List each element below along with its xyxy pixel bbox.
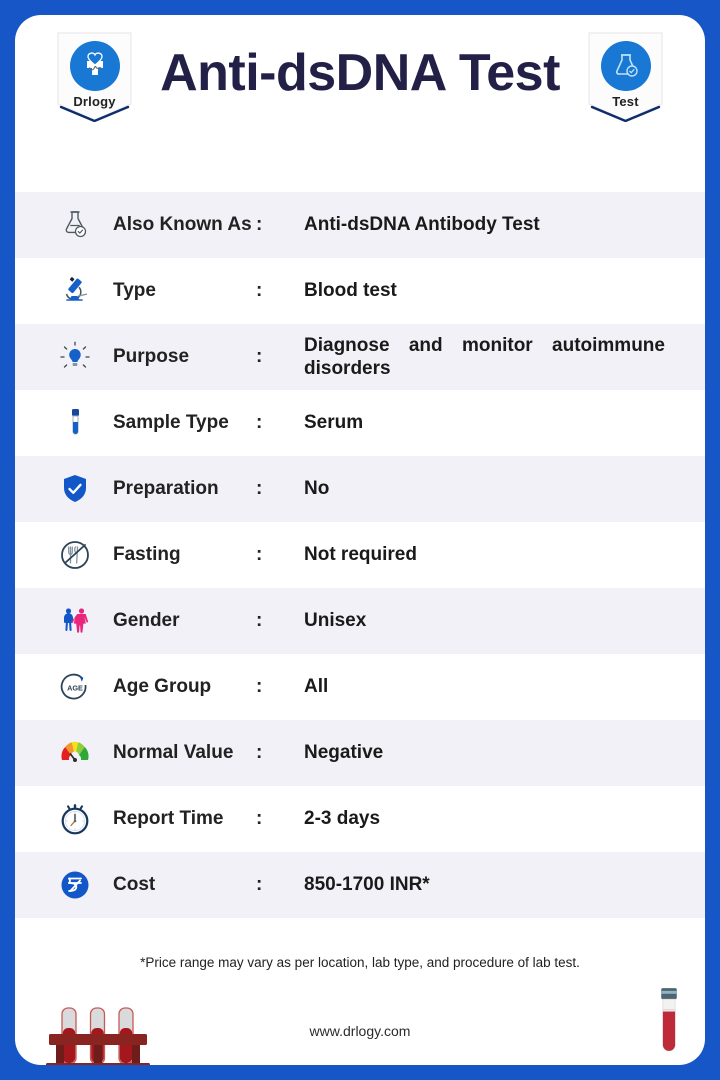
svg-text:AGE: AGE [67,684,83,693]
